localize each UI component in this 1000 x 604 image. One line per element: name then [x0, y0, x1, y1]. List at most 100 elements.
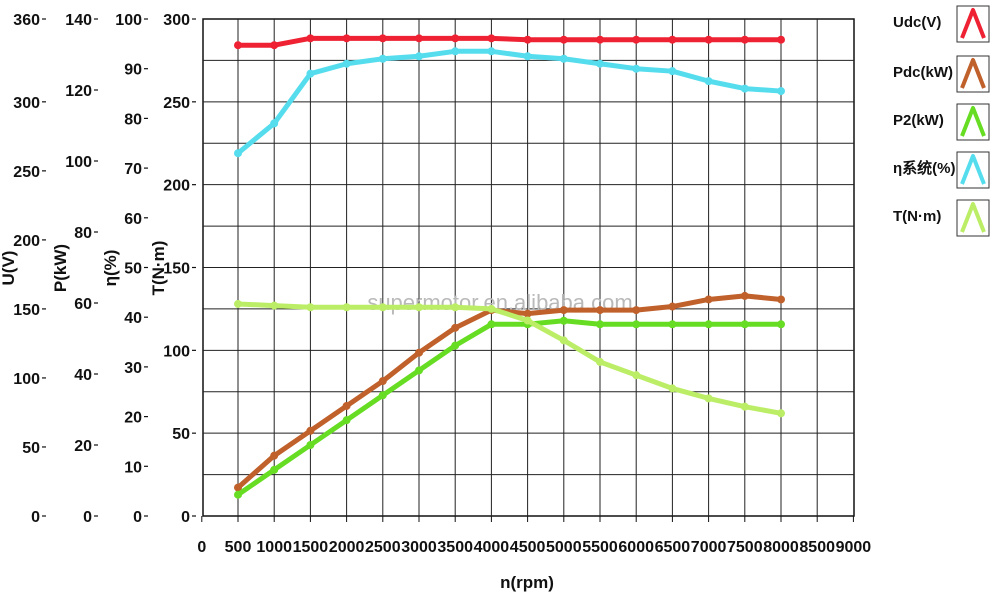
x-tick-label: 500	[225, 539, 252, 556]
data-point	[632, 35, 641, 44]
legend-swatch	[960, 106, 986, 137]
series-2	[234, 316, 785, 499]
data-point	[451, 341, 460, 350]
data-point	[596, 35, 604, 44]
x-tick-label: 9000	[836, 539, 872, 556]
data-point	[270, 465, 279, 474]
data-point	[270, 301, 279, 310]
axis-layer: 0 500 1000 1500 2000 2500 3000 3500 4000 4500 5000…	[0, 12, 871, 556]
legend-swatch	[960, 58, 986, 89]
y-tick-label: 20	[74, 438, 92, 455]
y-tick-label: 150	[13, 302, 40, 319]
data-point	[378, 391, 387, 400]
data-point	[704, 35, 713, 44]
y-tick-label: 150	[163, 261, 190, 278]
x-tick-label: 7000	[691, 539, 727, 556]
data-point	[740, 291, 749, 300]
data-point	[342, 303, 351, 312]
series-4	[234, 299, 785, 418]
y-tick-label: 0	[83, 509, 92, 526]
series-line	[235, 35, 784, 48]
data-point	[342, 401, 351, 410]
y-tick-label: 300	[13, 95, 40, 112]
data-point	[596, 306, 604, 315]
y-tick-label: 80	[74, 225, 92, 242]
data-point	[487, 304, 496, 313]
y-tick-label: 250	[13, 164, 40, 181]
data-point	[777, 295, 785, 304]
y-tick-label: 200	[13, 233, 40, 250]
x-tick-label: 7500	[727, 539, 763, 556]
data-point	[632, 371, 641, 380]
data-point	[777, 320, 785, 329]
y-tick-label: 100	[13, 371, 40, 388]
data-point	[378, 303, 387, 312]
x-tick-label: 3000	[401, 539, 437, 556]
data-point	[559, 316, 568, 325]
data-point	[487, 47, 496, 56]
legend-label: η系统(%)	[893, 159, 956, 177]
legend: Udc(V) Pdc(kW) P2(kW) η系统(%) T(N·m)	[893, 5, 990, 237]
data-point	[632, 306, 641, 315]
y-tick-label: 50	[22, 440, 40, 457]
data-point	[632, 64, 641, 73]
data-point	[306, 426, 315, 435]
data-point	[378, 54, 387, 63]
y-tick-label: 10	[124, 459, 142, 476]
x-tick-label: 8000	[763, 539, 799, 556]
data-point	[523, 316, 532, 325]
y-axis-title: P(kW)	[51, 244, 70, 292]
data-point	[740, 84, 749, 93]
x-tick-label: 5500	[582, 539, 618, 556]
data-point	[523, 309, 532, 318]
legend-swatch	[960, 154, 986, 185]
data-point	[270, 41, 279, 50]
data-point	[740, 35, 749, 44]
data-point	[559, 306, 568, 315]
data-point	[378, 377, 387, 386]
data-point	[415, 52, 423, 61]
data-point	[596, 357, 604, 366]
y-tick-label: 20	[124, 410, 142, 427]
data-point	[740, 402, 749, 411]
data-point	[559, 54, 568, 63]
y-tick-label: 120	[65, 83, 92, 100]
x-tick-label: 6500	[655, 539, 691, 556]
legend-swatch	[960, 202, 986, 233]
data-point	[415, 34, 423, 43]
data-point	[523, 52, 532, 61]
data-point	[270, 119, 279, 128]
y-tick-label: 30	[124, 360, 142, 377]
legend-swatch	[960, 8, 986, 39]
legend-label: Pdc(kW)	[893, 64, 953, 81]
data-point	[415, 348, 423, 357]
data-point	[306, 303, 315, 312]
x-tick-label: 5000	[546, 539, 582, 556]
data-point	[777, 409, 785, 418]
y-tick-label: 50	[124, 261, 142, 278]
y-tick-label: 60	[74, 296, 92, 313]
data-point	[487, 34, 496, 43]
y-tick-label: 60	[124, 211, 142, 228]
series-line	[235, 293, 784, 491]
series-line	[235, 318, 784, 498]
data-point	[668, 35, 677, 44]
data-point	[559, 336, 568, 345]
x-tick-label: 4000	[474, 539, 510, 556]
data-point	[740, 320, 749, 329]
data-point	[704, 320, 713, 329]
legend-label: Udc(V)	[893, 14, 941, 31]
data-point	[704, 295, 713, 304]
x-tick-label: 1500	[293, 539, 329, 556]
x-tick-label: 8500	[799, 539, 835, 556]
data-point	[342, 34, 351, 43]
data-point	[415, 303, 423, 312]
x-axis-title: n(rpm)	[500, 573, 554, 592]
data-point	[559, 35, 568, 44]
series-0	[234, 34, 785, 50]
legend-label: T(N·m)	[893, 208, 941, 225]
data-point	[523, 35, 532, 44]
series-line	[235, 48, 784, 156]
x-tick-label: 2000	[329, 539, 365, 556]
y-tick-label: 140	[65, 12, 92, 29]
